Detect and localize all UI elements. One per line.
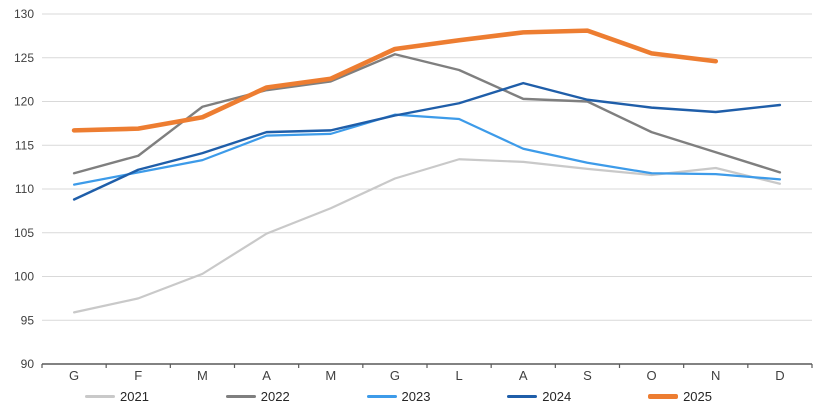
x-axis-label: G bbox=[390, 368, 400, 382]
y-axis-label: 105 bbox=[14, 226, 34, 240]
legend-item-2025: 2025 bbox=[648, 390, 712, 403]
legend-label-2024: 2024 bbox=[542, 388, 572, 404]
x-axis-label: M bbox=[197, 368, 208, 382]
x-axis-label: D bbox=[775, 368, 784, 382]
series-line-2023 bbox=[72, 113, 782, 186]
legend-item-2022: 2022 bbox=[225, 388, 290, 404]
x-axis-label: S bbox=[583, 368, 592, 382]
x-axis-label: L bbox=[455, 368, 462, 382]
y-axis-label: 110 bbox=[15, 182, 34, 196]
legend-marker-2025 bbox=[648, 393, 679, 399]
y-axis-label: 130 bbox=[14, 7, 34, 21]
legend-item-2021: 2021 bbox=[85, 390, 149, 403]
legend-item-2024: 2024 bbox=[507, 390, 571, 403]
y-axis-label: 125 bbox=[14, 51, 34, 65]
legend-marker-2023 bbox=[366, 394, 397, 398]
x-axis-label: F bbox=[134, 368, 142, 382]
legend-label-2025: 2025 bbox=[683, 388, 712, 404]
y-axis-label: 100 bbox=[14, 270, 34, 284]
series-line-2022 bbox=[72, 53, 782, 175]
legend-marker-2024 bbox=[507, 394, 538, 398]
x-axis-label: A bbox=[519, 368, 528, 382]
x-axis-label: M bbox=[325, 368, 336, 382]
y-axis-label: 95 bbox=[21, 313, 35, 327]
legend-item-2023: 2023 bbox=[366, 388, 431, 404]
y-axis-label: 120 bbox=[14, 95, 34, 109]
legend-label-2022: 2022 bbox=[260, 388, 290, 404]
x-axis-label: O bbox=[647, 368, 657, 382]
legend-marker-2021 bbox=[85, 394, 115, 398]
x-axis-label: N bbox=[711, 368, 720, 382]
series-line-2024 bbox=[72, 81, 782, 201]
series-line-2021 bbox=[72, 158, 782, 314]
y-axis-label: 115 bbox=[15, 138, 34, 152]
legend-label-2023: 2023 bbox=[401, 388, 431, 404]
x-axis-label: A bbox=[262, 368, 271, 382]
legend-marker-2022 bbox=[225, 394, 256, 398]
series-line-2025 bbox=[71, 28, 719, 133]
y-axis-label: 90 bbox=[21, 357, 35, 371]
x-axis-label: G bbox=[69, 368, 79, 382]
chart-legend: 2021 2022 2023 2024 2025 bbox=[85, 383, 712, 409]
plot-area: 90 95 100 105 110 115 120 125 130 G F M A M G L A S O N D bbox=[14, 7, 813, 382]
legend-label-2021: 2021 bbox=[120, 388, 149, 404]
